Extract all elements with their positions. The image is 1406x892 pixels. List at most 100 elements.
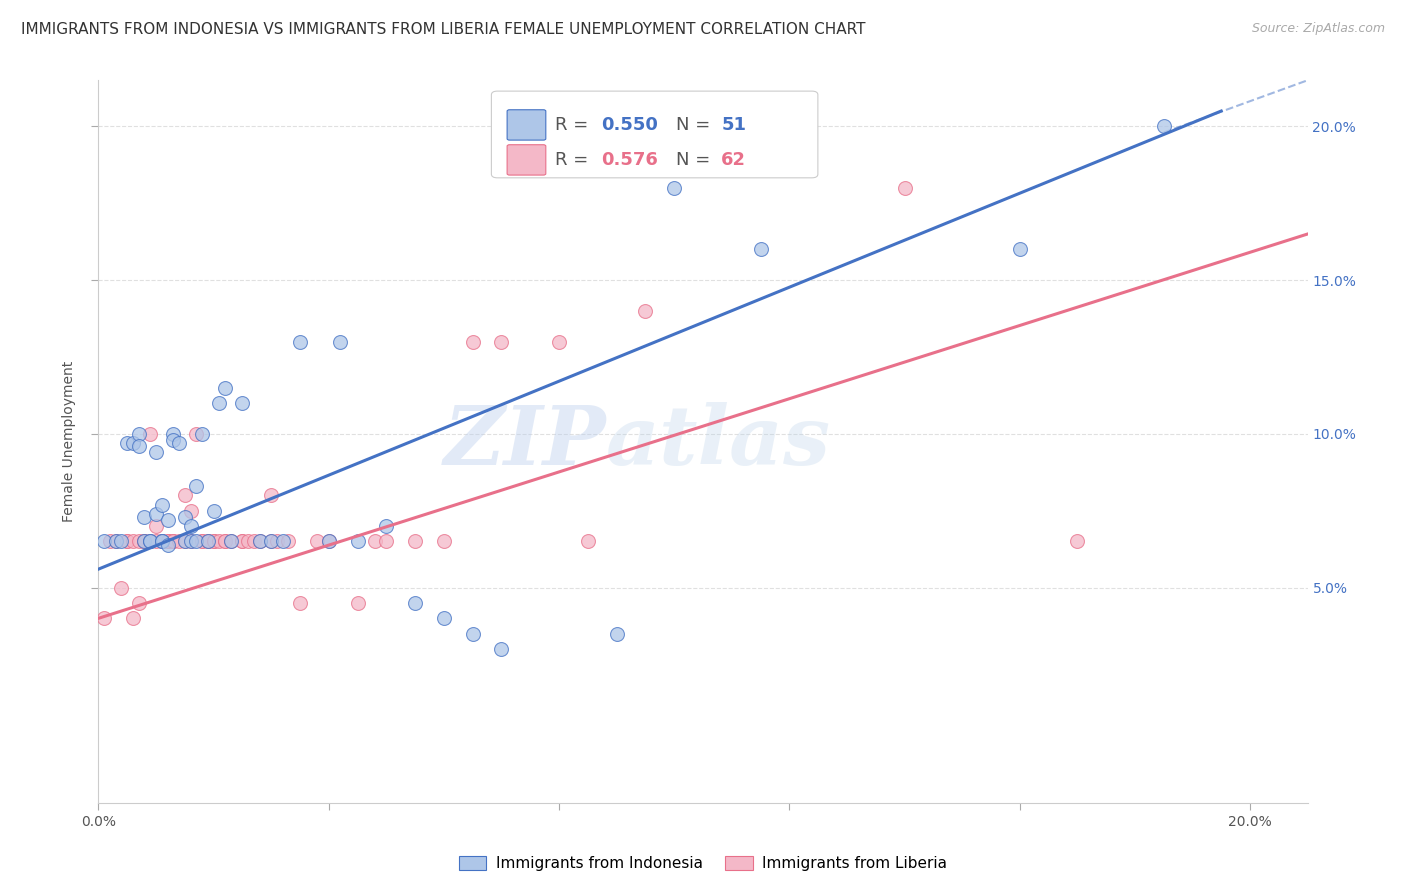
Point: [173, 509, 195, 524]
Point: [375, 519, 398, 533]
Point: [128, 426, 150, 441]
Point: [364, 534, 387, 549]
Point: [186, 479, 208, 493]
Point: [134, 534, 156, 549]
Legend: Immigrants from Indonesia, Immigrants from Liberia: Immigrants from Indonesia, Immigrants fr…: [453, 850, 953, 877]
Point: [749, 243, 772, 257]
Point: [156, 534, 179, 549]
Text: N =: N =: [676, 151, 717, 169]
Point: [260, 488, 283, 502]
Text: atlas: atlas: [606, 401, 831, 482]
Point: [893, 181, 915, 195]
Text: Source: ZipAtlas.com: Source: ZipAtlas.com: [1251, 22, 1385, 36]
Point: [307, 534, 329, 549]
Point: [491, 334, 513, 349]
Point: [197, 534, 219, 549]
Point: [150, 534, 173, 549]
Point: [191, 534, 214, 549]
Point: [98, 534, 121, 549]
Point: [433, 611, 456, 625]
Point: [260, 534, 283, 549]
Point: [433, 534, 456, 549]
Point: [219, 534, 242, 549]
Point: [634, 304, 657, 318]
Point: [191, 534, 214, 549]
Text: 0.550: 0.550: [602, 116, 658, 134]
Point: [156, 534, 179, 549]
Point: [202, 534, 225, 549]
Point: [115, 534, 138, 549]
FancyBboxPatch shape: [492, 91, 818, 178]
Point: [404, 534, 426, 549]
Point: [128, 439, 150, 453]
Point: [219, 534, 242, 549]
Text: 51: 51: [721, 116, 747, 134]
Point: [139, 534, 162, 549]
Point: [277, 534, 299, 549]
Point: [375, 534, 398, 549]
Point: [162, 534, 184, 549]
Point: [156, 537, 179, 551]
Point: [1153, 120, 1175, 134]
Point: [197, 534, 219, 549]
Point: [202, 504, 225, 518]
Point: [93, 534, 115, 549]
Text: N =: N =: [676, 116, 717, 134]
Point: [128, 534, 150, 549]
Point: [180, 534, 202, 549]
Point: [145, 507, 167, 521]
Text: R =: R =: [555, 116, 595, 134]
Point: [115, 436, 138, 450]
Point: [128, 596, 150, 610]
Point: [214, 381, 236, 395]
Point: [214, 534, 236, 549]
Point: [249, 534, 271, 549]
Point: [260, 534, 283, 549]
Point: [243, 534, 266, 549]
Point: [104, 534, 127, 549]
Point: [134, 534, 156, 549]
Point: [197, 534, 219, 549]
Point: [329, 334, 352, 349]
Y-axis label: Female Unemployment: Female Unemployment: [62, 361, 76, 522]
Point: [150, 534, 173, 549]
Text: 0.576: 0.576: [602, 151, 658, 169]
Point: [266, 534, 288, 549]
Point: [231, 534, 253, 549]
Point: [162, 534, 184, 549]
Point: [115, 534, 138, 549]
Point: [548, 334, 571, 349]
Text: IMMIGRANTS FROM INDONESIA VS IMMIGRANTS FROM LIBERIA FEMALE UNEMPLOYMENT CORRELA: IMMIGRANTS FROM INDONESIA VS IMMIGRANTS …: [21, 22, 866, 37]
Point: [249, 534, 271, 549]
Point: [318, 534, 340, 549]
Point: [180, 504, 202, 518]
Point: [173, 534, 195, 549]
Point: [461, 626, 484, 640]
Point: [288, 596, 311, 610]
Point: [134, 534, 156, 549]
Point: [186, 534, 208, 549]
Point: [110, 534, 132, 549]
Point: [134, 509, 156, 524]
FancyBboxPatch shape: [508, 145, 546, 175]
Point: [156, 513, 179, 527]
Point: [167, 436, 190, 450]
Point: [208, 534, 231, 549]
Point: [231, 534, 253, 549]
Point: [236, 534, 259, 549]
Point: [318, 534, 340, 549]
Point: [122, 534, 145, 549]
Point: [122, 436, 145, 450]
Point: [208, 396, 231, 410]
Point: [191, 426, 214, 441]
Point: [1008, 243, 1031, 257]
Point: [180, 534, 202, 549]
Point: [162, 433, 184, 447]
Point: [173, 488, 195, 502]
Point: [150, 498, 173, 512]
Text: ZIP: ZIP: [444, 401, 606, 482]
Point: [139, 534, 162, 549]
Point: [186, 426, 208, 441]
Point: [231, 396, 253, 410]
Point: [346, 596, 368, 610]
